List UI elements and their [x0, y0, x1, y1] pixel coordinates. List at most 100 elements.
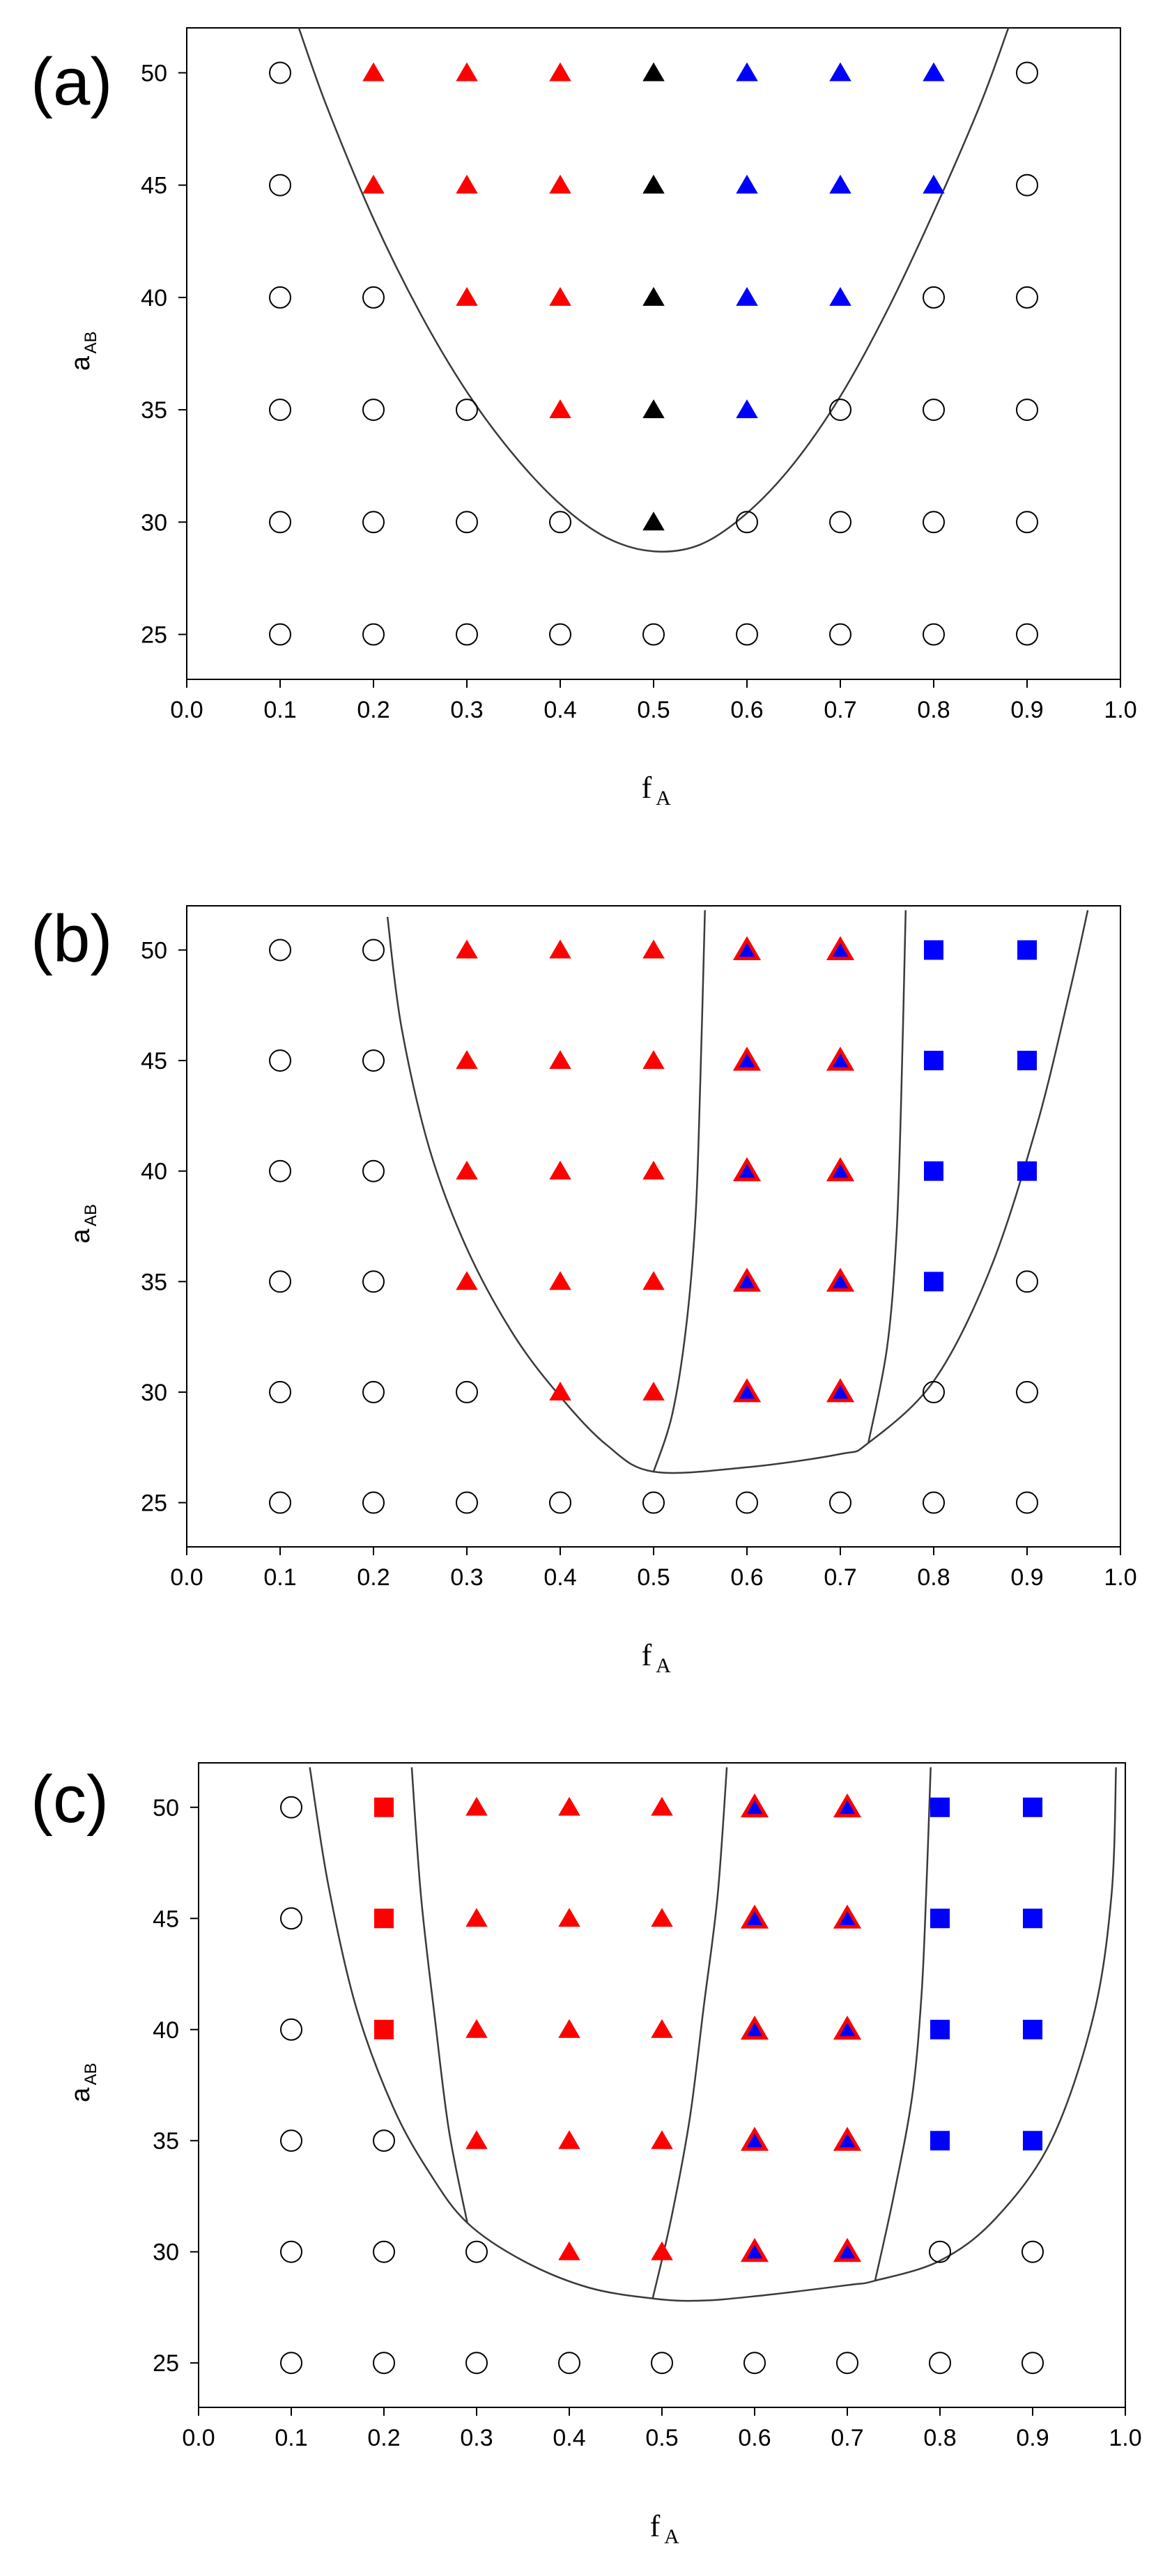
marker-open-circle — [923, 511, 945, 534]
marker-open-circle — [362, 399, 385, 422]
marker-red-triangle — [651, 1908, 673, 1927]
marker-blue-square — [1023, 1797, 1042, 1817]
marker-blue-triangle — [829, 174, 851, 194]
x-tick-label: 0.6 — [738, 2425, 771, 2451]
x-tick-label: 0.5 — [645, 2425, 678, 2451]
marker-open-circle — [829, 511, 851, 534]
marker-open-circle — [736, 1491, 758, 1514]
marker-open-circle — [1016, 623, 1038, 646]
marker-blue-triangle — [736, 62, 758, 82]
phase-boundary-curve — [651, 1767, 728, 2299]
panel-label: (b) — [31, 902, 112, 976]
x-tick-label: 0.3 — [460, 2425, 493, 2451]
marker-red-square — [374, 1908, 394, 1929]
marker-open-circle — [923, 399, 945, 422]
panel-label: (a) — [31, 45, 112, 119]
marker-open-circle — [829, 623, 851, 646]
phase-boundary-curve — [386, 910, 1089, 1474]
marker-open-circle — [1016, 511, 1038, 534]
marker-blue-triangle — [736, 174, 758, 194]
marker-blue-square — [930, 2019, 950, 2039]
marker-open-circle — [269, 623, 291, 646]
marker-open-circle — [269, 939, 291, 962]
marker-red-triangle — [465, 2019, 488, 2038]
marker-red-blue-triangle — [833, 2015, 862, 2040]
x-tick-label: 0.8 — [917, 697, 950, 723]
marker-red-triangle — [456, 1160, 478, 1180]
marker-open-circle — [923, 623, 945, 646]
x-tick-label: 0.1 — [275, 2425, 307, 2451]
marker-open-circle — [269, 1049, 291, 1072]
x-tick-label: 0.2 — [357, 1564, 390, 1591]
y-tick-label: 30 — [141, 1380, 167, 1406]
chart-panel-b: (b) 0.0 0.1 0.2 0.3 0.4 0.5 0.6 0.7 0.8 0.9 1.0 25 30… — [0, 857, 1172, 1721]
x-tick-label: 0.9 — [1016, 2425, 1049, 2451]
marker-red-square — [374, 2019, 394, 2039]
marker-open-circle — [362, 623, 385, 646]
marker-red-blue-triangle — [833, 1793, 862, 1818]
marker-open-circle — [280, 2352, 302, 2375]
y-tick-label: 50 — [153, 1795, 179, 1821]
y-tick-label: 45 — [153, 1906, 179, 1932]
marker-blue-square — [924, 940, 943, 960]
marker-red-triangle — [362, 62, 385, 82]
marker-open-circle — [280, 1796, 302, 1819]
marker-red-triangle — [642, 1050, 665, 1070]
marker-blue-square — [1023, 2019, 1042, 2039]
marker-blue-square — [1017, 1161, 1037, 1181]
marker-open-circle — [736, 511, 758, 534]
marker-red-triangle — [456, 939, 478, 959]
plot-frame — [186, 27, 1121, 680]
marker-red-triangle — [651, 2130, 673, 2150]
x-tick-label: 1.0 — [1104, 1564, 1136, 1591]
marker-red-blue-triangle — [826, 1378, 855, 1403]
marker-red-triangle — [549, 1160, 571, 1180]
marker-red-square — [374, 1797, 394, 1817]
marker-red-blue-triangle — [732, 1267, 762, 1292]
chart-a-svg: (a) 0.0 0.1 0.2 0.3 0.4 0.5 0.6 0.7 0.8 0.9 1.0 25 30… — [31, 27, 1137, 810]
marker-blue-square — [924, 1051, 943, 1071]
x-tick-label: 0.0 — [182, 2425, 215, 2451]
marker-open-circle — [269, 1380, 291, 1403]
y-axis-label: a — [66, 2087, 95, 2102]
y-tick-label: 40 — [141, 1159, 167, 1185]
marker-black-triangle — [642, 511, 665, 531]
marker-red-triangle — [558, 2241, 580, 2260]
marker-red-triangle — [642, 939, 665, 959]
marker-red-triangle — [549, 62, 571, 82]
x-tick-label: 0.8 — [917, 1564, 950, 1591]
x-axis-label-subscript: A — [656, 1654, 671, 1677]
x-tick-label: 0.0 — [170, 1564, 203, 1591]
x-tick-label: 0.1 — [263, 1564, 296, 1591]
x-tick-label: 0.4 — [543, 697, 576, 723]
marker-red-blue-triangle — [740, 2237, 769, 2262]
marker-open-circle — [362, 1159, 385, 1182]
marker-open-circle — [1016, 1380, 1038, 1403]
marker-blue-triangle — [736, 399, 758, 419]
plot-frame — [198, 1762, 1126, 2408]
marker-blue-square — [1023, 2131, 1042, 2151]
y-tick-label: 25 — [141, 1490, 167, 1517]
marker-open-circle — [280, 1907, 302, 1930]
marker-red-triangle — [651, 2019, 673, 2038]
marker-black-triangle — [642, 399, 665, 419]
y-axis-label-subscript: AB — [82, 2062, 100, 2085]
marker-red-blue-triangle — [833, 2237, 862, 2262]
x-tick-label: 1.0 — [1109, 2425, 1141, 2451]
marker-red-blue-triangle — [740, 2015, 769, 2040]
marker-red-triangle — [558, 1908, 580, 1927]
marker-red-triangle — [549, 399, 571, 419]
phase-boundary-curve — [309, 1767, 1117, 2302]
x-tick-label: 0.1 — [263, 697, 296, 723]
marker-open-circle — [456, 1380, 478, 1403]
marker-open-circle — [923, 1380, 945, 1403]
x-axis-label: f — [650, 2509, 661, 2543]
x-tick-label: 0.5 — [637, 1564, 670, 1591]
marker-red-triangle — [465, 2130, 488, 2150]
marker-open-circle — [929, 2240, 951, 2263]
marker-blue-square — [930, 1797, 950, 1817]
marker-open-circle — [1016, 173, 1038, 196]
marker-open-circle — [465, 2352, 488, 2375]
marker-open-circle — [269, 1491, 291, 1514]
y-tick-label: 45 — [141, 1048, 167, 1074]
